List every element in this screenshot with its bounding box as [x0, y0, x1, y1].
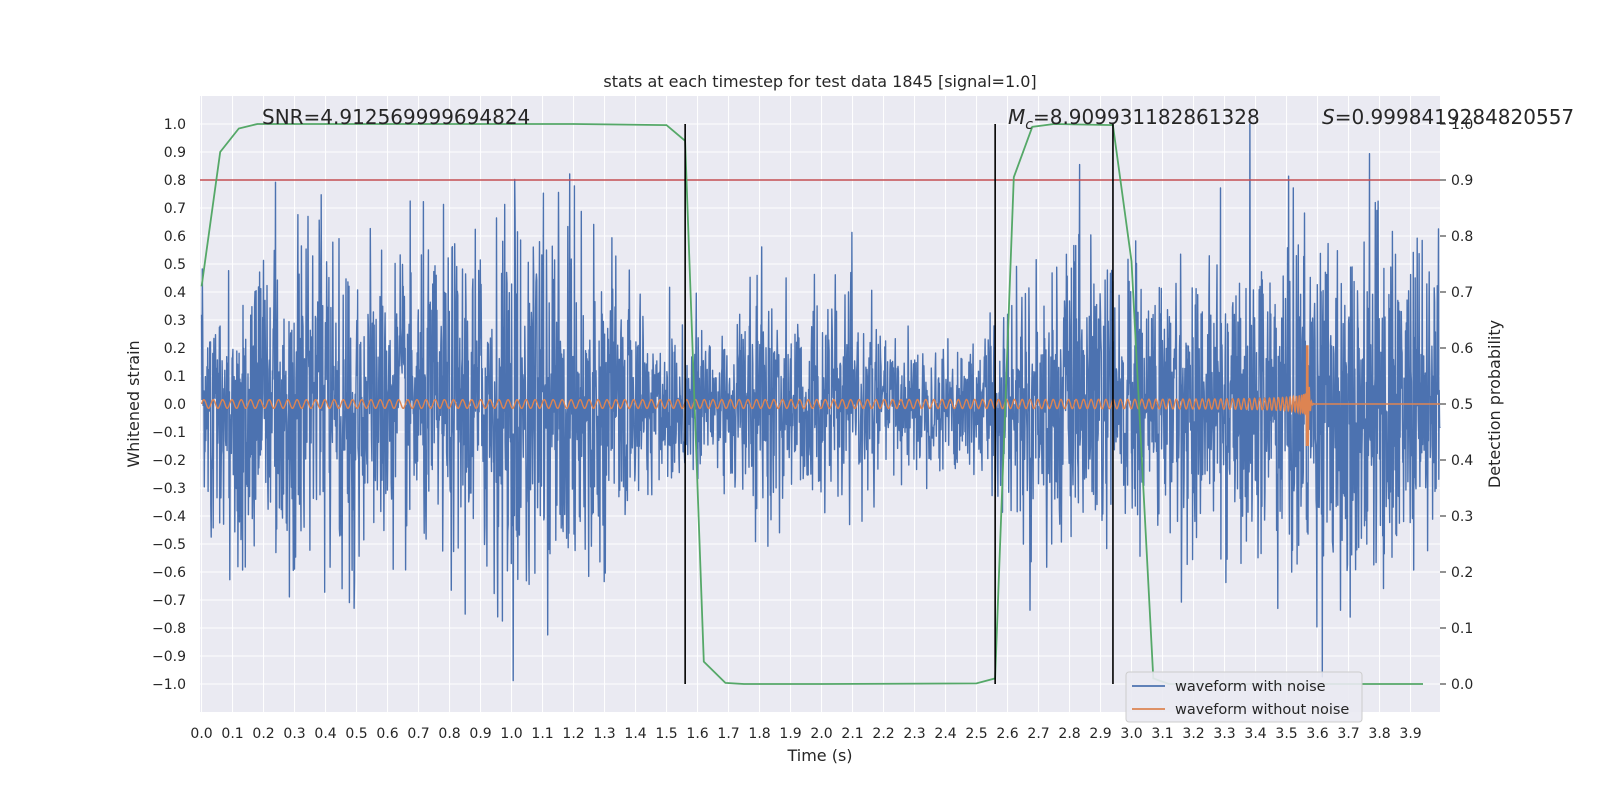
x-tick-label: 2.5	[965, 726, 987, 742]
y-tick-labels: 1.0 0.9 0.8 0.7 0.6 0.5 0.4 0.3 0.2 0.1 0.0 −0.1 −0.…	[152, 117, 186, 693]
x-tick-label: 3.2	[1182, 726, 1204, 742]
y-tick-label: −0.1	[152, 425, 186, 441]
score-annotation: S=0.9998419284820557	[1322, 105, 1574, 129]
x-tick-label: 1.9	[779, 726, 801, 742]
x-tick-label: 1.1	[531, 726, 553, 742]
x-tick-label: 3.1	[1151, 726, 1173, 742]
y2-tick-label: 0.4	[1451, 453, 1473, 469]
y-tick-label: 0.2	[164, 341, 186, 357]
x-tick-label: 0.6	[376, 726, 398, 742]
y-tick-label: 0.7	[164, 201, 186, 217]
y-tick-label: −0.9	[152, 649, 186, 665]
x-tick-label: 3.7	[1337, 726, 1359, 742]
x-tick-label: 0.3	[283, 726, 305, 742]
score-symbol: S	[1322, 105, 1335, 129]
x-tick-label: 3.6	[1306, 726, 1328, 742]
series-layer	[200, 123, 1441, 685]
x-tick-label: 2.9	[1089, 726, 1111, 742]
x-tick-label: 2.4	[934, 726, 956, 742]
x-tick-label: 1.4	[624, 726, 646, 742]
y2-tick-label: 0.8	[1451, 229, 1473, 245]
x-tick-label: 1.7	[717, 726, 739, 742]
x-tick-label: 0.1	[221, 726, 243, 742]
y-tick-label: 0.9	[164, 145, 186, 161]
y2-tick-label: 0.1	[1451, 621, 1473, 637]
legend: waveform with noise waveform without noi…	[1125, 671, 1363, 723]
chirp-mass-subscript: c	[1025, 117, 1033, 133]
y-tick-label: −0.3	[152, 481, 186, 497]
x-tick-label: 0.4	[314, 726, 336, 742]
x-tick-label: 3.0	[1120, 726, 1142, 742]
legend-box	[1125, 671, 1363, 723]
x-tick-label: 1.0	[500, 726, 522, 742]
y-tick-label: 0.8	[164, 173, 186, 189]
x-tick-label: 3.8	[1368, 726, 1390, 742]
x-tick-labels: 0.0 0.1 0.2 0.3 0.4 0.5 0.6 0.7 0.8 0.9 1.0 1.1 1.2 1…	[190, 726, 1421, 742]
series-waveform-without-noise	[200, 345, 1440, 447]
y-axis-label: Whitened strain	[124, 340, 143, 467]
legend-label-without-noise: waveform without noise	[1175, 702, 1349, 718]
x-tick-label: 0.8	[438, 726, 460, 742]
x-tick-label: 1.8	[748, 726, 770, 742]
y-tick-label: 1.0	[164, 117, 186, 133]
x-tick-label: 1.3	[593, 726, 615, 742]
y-tick-label: −0.4	[152, 509, 186, 525]
x-tick-label: 3.3	[1213, 726, 1235, 742]
x-tick-label: 1.2	[562, 726, 584, 742]
y2-tick-label: 0.9	[1451, 173, 1473, 189]
chirp-mass-annotation: Mc=8.909931182861328	[1008, 105, 1260, 133]
y-tick-label: −0.5	[152, 537, 186, 553]
x-tick-label: 3.4	[1244, 726, 1266, 742]
y2-tick-label: 0.2	[1451, 565, 1473, 581]
y2-tick-label: 0.5	[1451, 397, 1473, 413]
x-tick-label: 1.6	[686, 726, 708, 742]
y-tick-label: −0.2	[152, 453, 186, 469]
series-detection-probability	[200, 123, 1423, 685]
y-tick-label: 0.5	[164, 257, 186, 273]
y2-axis-label: Detection probability	[1485, 320, 1504, 488]
y2-tick-label: 0.3	[1451, 509, 1473, 525]
y2-tick-label: 0.0	[1451, 677, 1473, 693]
y-tick-label: −0.7	[152, 593, 186, 609]
x-tick-label: 2.3	[903, 726, 925, 742]
score-value: =0.9998419284820557	[1335, 105, 1574, 129]
x-tick-label: 0.9	[469, 726, 491, 742]
x-tick-label: 3.5	[1275, 726, 1297, 742]
y2-tick-labels: 0.0 0.1 0.2 0.3 0.4 0.5 0.6 0.7 0.8 0.9 1.0	[1440, 117, 1473, 693]
y-tick-label: 0.1	[164, 369, 186, 385]
y-tick-label: 0.0	[164, 397, 186, 413]
y-tick-label: 0.6	[164, 229, 186, 245]
x-tick-label: 0.2	[252, 726, 274, 742]
x-tick-label: 2.1	[841, 726, 863, 742]
y2-tick-label: 1.0	[1451, 117, 1473, 133]
x-tick-label: 0.0	[190, 726, 212, 742]
x-tick-label: 0.5	[345, 726, 367, 742]
y-tick-label: 0.3	[164, 313, 186, 329]
y-tick-label: −0.6	[152, 565, 186, 581]
x-tick-label: 2.2	[872, 726, 894, 742]
x-tick-label: 2.8	[1058, 726, 1080, 742]
series-waveform-with-noise	[200, 123, 1441, 682]
y-tick-label: 0.4	[164, 285, 186, 301]
x-tick-label: 3.9	[1399, 726, 1421, 742]
chirp-mass-value: =8.909931182861328	[1033, 105, 1260, 129]
y2-tick-label: 0.6	[1451, 341, 1473, 357]
y-tick-label: −0.8	[152, 621, 186, 637]
x-tick-label: 1.5	[655, 726, 677, 742]
x-tick-label: 2.7	[1027, 726, 1049, 742]
x-axis-label: Time (s)	[786, 746, 852, 765]
x-tick-label: 0.7	[407, 726, 429, 742]
chart-title: stats at each timestep for test data 184…	[603, 72, 1036, 91]
y-tick-label: −1.0	[152, 677, 186, 693]
legend-label-with-noise: waveform with noise	[1175, 679, 1326, 695]
y2-tick-label: 0.7	[1451, 285, 1473, 301]
x-tick-label: 2.6	[996, 726, 1018, 742]
x-tick-label: 2.0	[810, 726, 832, 742]
chirp-mass-symbol: M	[1008, 105, 1025, 129]
snr-annotation: SNR=4.912569999694824	[262, 105, 530, 129]
